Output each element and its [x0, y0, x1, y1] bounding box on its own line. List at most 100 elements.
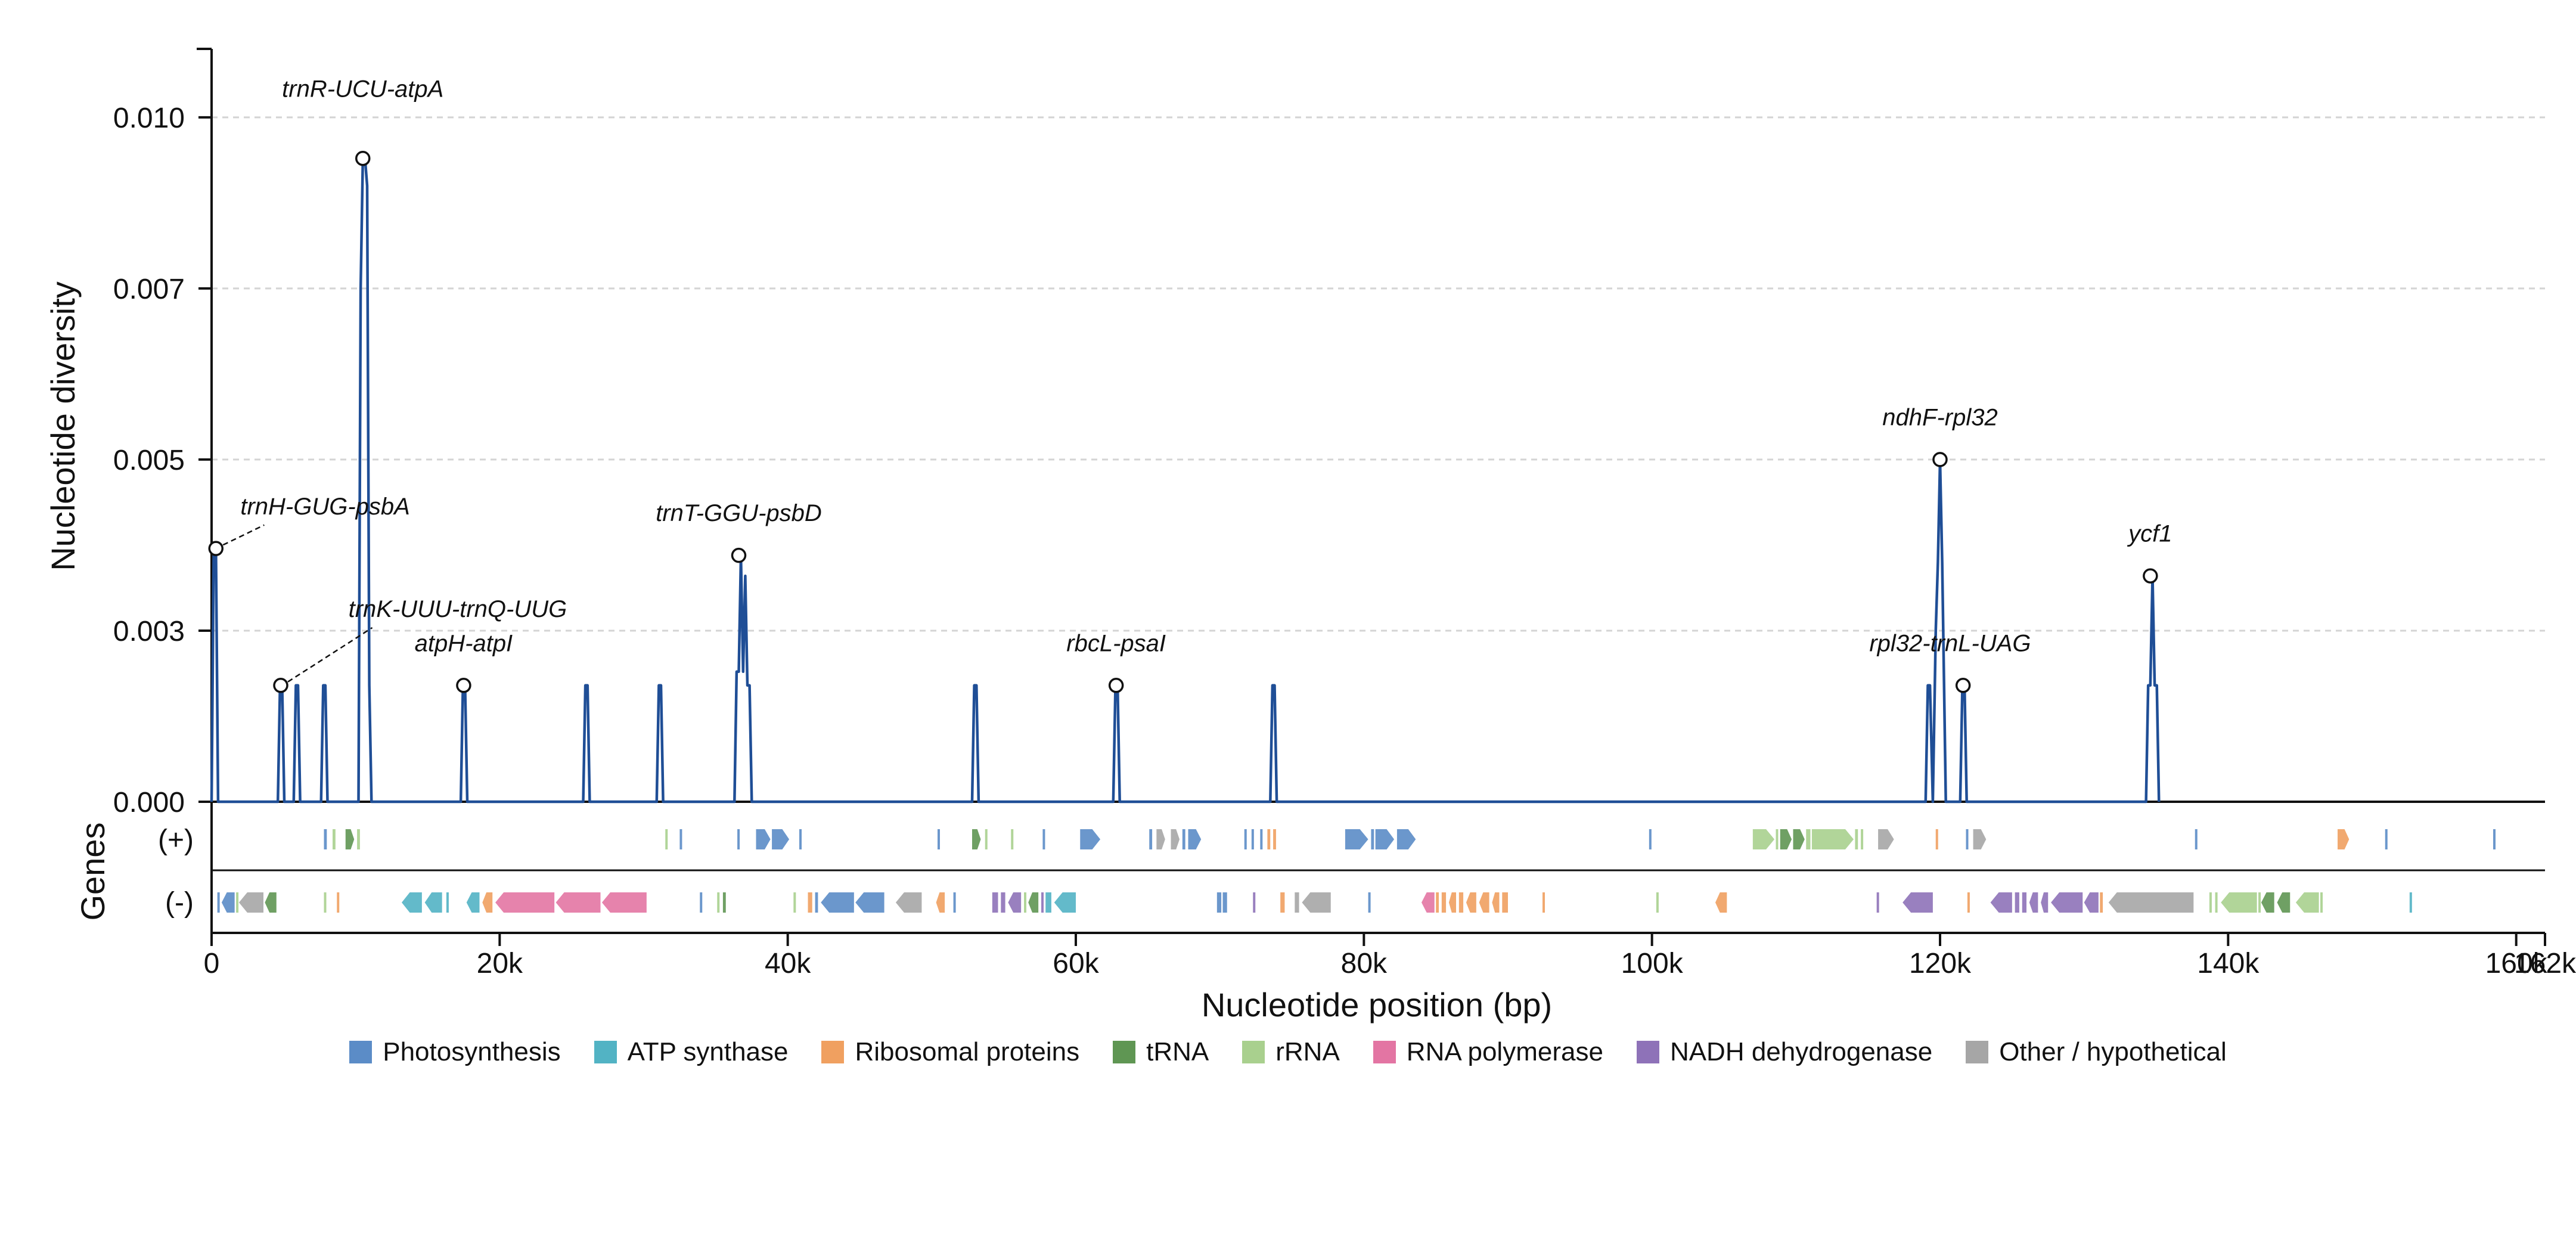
gene-block	[1156, 829, 1165, 849]
y-tick-label: 0.000	[113, 787, 185, 818]
strand-label-plus: (+)	[158, 824, 194, 856]
gene-block	[1396, 829, 1416, 849]
gene-block	[2409, 892, 2412, 913]
gene-block	[1806, 829, 1811, 849]
gene-block	[1182, 829, 1185, 849]
gene-block	[2215, 892, 2218, 913]
gene-block	[722, 892, 726, 913]
legend-swatch	[349, 1041, 373, 1063]
gene-block	[1216, 892, 1222, 913]
gene-block	[985, 829, 988, 849]
x-tick-label: 20k	[477, 948, 523, 979]
legend-swatch	[1373, 1041, 1396, 1063]
peak-marker	[1108, 678, 1124, 693]
x-axis-title: Nucleotide position (bp)	[1202, 986, 1552, 1024]
gene-block	[1752, 829, 1775, 849]
legend-swatch	[1636, 1041, 1659, 1063]
gene-block	[1466, 892, 1476, 913]
gene-block	[217, 892, 220, 913]
gene-block	[1375, 829, 1395, 849]
gene-block	[324, 829, 327, 849]
x-tick-label: 160k	[2485, 948, 2548, 979]
gene-block	[1861, 829, 1864, 849]
peak-marker	[456, 678, 471, 693]
peak-marker	[1955, 678, 1971, 693]
gene-block	[2029, 892, 2038, 913]
peak-label: ndhF-rpl32	[1882, 405, 1997, 431]
peak-label: trnH-GUG-psbA	[240, 494, 410, 520]
gene-block	[1855, 829, 1858, 849]
gene-block	[402, 892, 422, 913]
gene-block	[1502, 892, 1508, 913]
gene-block	[821, 892, 854, 913]
gene-block	[1776, 829, 1779, 849]
gene-block	[1371, 829, 1374, 849]
gene-track	[217, 829, 2496, 913]
gene-block	[808, 892, 812, 913]
gene-block	[1878, 829, 1894, 849]
gene-block	[2277, 892, 2291, 913]
gene-block	[2041, 892, 2049, 913]
gene-block	[1001, 892, 1005, 913]
gene-block	[772, 829, 790, 849]
gene-block	[1479, 892, 1489, 913]
gene-block	[2493, 829, 2496, 849]
gene-block	[1492, 892, 1500, 913]
gene-block	[2261, 892, 2274, 913]
gene-block	[1024, 892, 1026, 913]
gene-block	[1080, 829, 1101, 849]
peak-marker	[355, 150, 371, 166]
legend-label: Photosynthesis	[383, 1037, 561, 1066]
gene-block	[1149, 829, 1153, 849]
legend-swatch	[1242, 1041, 1265, 1063]
gene-block	[1422, 892, 1435, 913]
legend: Photosynthesis ATP synthase Ribosomal prot…	[0, 1037, 2576, 1067]
peak-label: rpl32-trnL-UAG	[1869, 630, 2031, 656]
gridlines	[212, 116, 2545, 632]
x-tick-label: 162k	[2514, 948, 2576, 979]
gene-block	[2320, 892, 2323, 913]
peak-label: trnK-UUU-trnQ-UUG	[349, 596, 567, 622]
legend-label: NADH dehydrogenase	[1669, 1037, 1933, 1066]
gene-block	[1244, 829, 1247, 849]
gene-block	[1260, 829, 1263, 849]
gene-block	[324, 892, 327, 913]
y-axis-title: Nucleotide diversity	[44, 281, 82, 571]
x-tick-label: 100k	[1621, 948, 1684, 979]
gene-block	[1649, 829, 1652, 849]
gene-block	[1990, 892, 2012, 913]
gene-block	[1054, 892, 1076, 913]
gene-block	[679, 829, 682, 849]
legend-label: tRNA	[1146, 1037, 1209, 1066]
legend-item: ATP synthase	[594, 1037, 788, 1067]
gene-block	[737, 829, 740, 849]
peak-label: atpH-atpI	[415, 630, 513, 656]
gene-block	[793, 892, 796, 913]
gene-block	[1273, 829, 1276, 849]
gene-block	[953, 892, 956, 913]
gene-block	[482, 892, 493, 913]
peak-marker	[273, 678, 288, 693]
gene-block	[1011, 829, 1014, 849]
legend-swatch	[1113, 1041, 1136, 1063]
legend-item: tRNA	[1113, 1037, 1209, 1067]
gene-block	[221, 892, 235, 913]
gene-block	[265, 892, 277, 913]
gene-block	[2385, 829, 2388, 849]
axes	[197, 48, 2545, 934]
gene-block	[2338, 829, 2350, 849]
gene-block	[1028, 892, 1039, 913]
gene-block	[1253, 892, 1256, 913]
diversity-line-layer	[210, 157, 2161, 804]
strand-label-minus: (-)	[165, 887, 194, 919]
gene-block	[799, 829, 802, 849]
gene-block	[1876, 892, 1879, 913]
y-tick-label: 0.005	[113, 445, 185, 476]
x-tick-label: 140k	[2197, 948, 2260, 979]
gene-block	[1041, 892, 1044, 913]
gene-block	[1458, 892, 1464, 913]
legend-item: NADH dehydrogenase	[1636, 1037, 1933, 1067]
gene-block	[236, 892, 239, 913]
gene-block	[1008, 892, 1022, 913]
